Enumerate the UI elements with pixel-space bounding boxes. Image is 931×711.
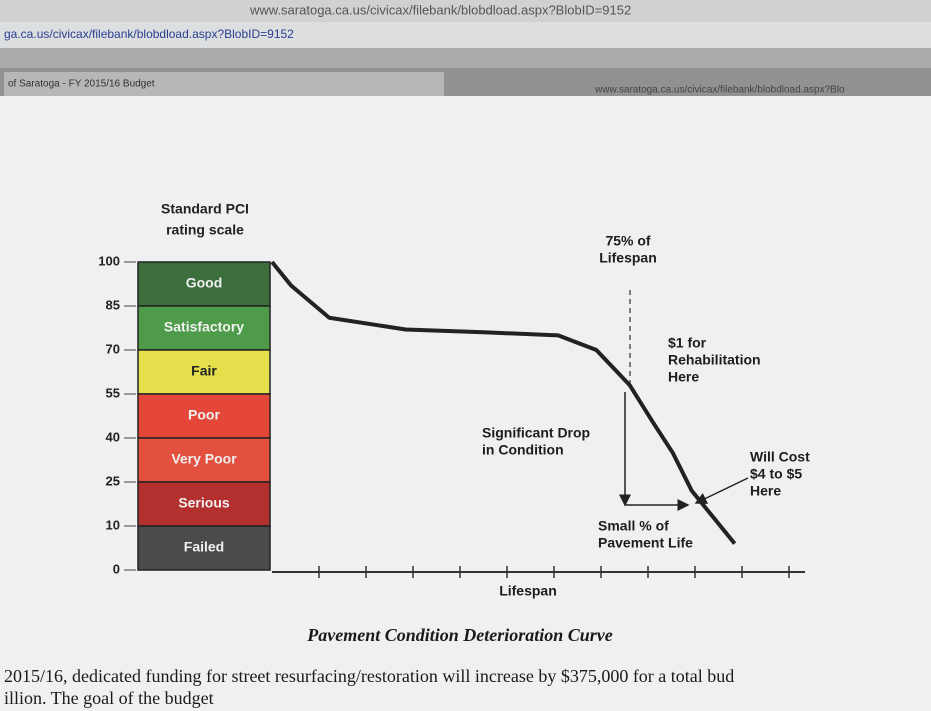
annotation: $4 to $5 [750, 466, 802, 482]
band-label: Fair [191, 363, 217, 379]
caption: Pavement Condition Deterioration Curve [306, 625, 613, 645]
annotation: Pavement Life [598, 535, 693, 551]
bookmarks-bar [0, 48, 931, 68]
annotation: Here [668, 369, 699, 385]
y-title: rating scale [166, 222, 244, 238]
y-tick-label: 40 [106, 429, 120, 444]
y-tick-label: 0 [113, 561, 120, 576]
url-right: www.saratoga.ca.us/civicax/filebank/blob… [594, 85, 845, 96]
band-label: Serious [178, 495, 230, 511]
rating-band [137, 393, 271, 439]
annotation: Lifespan [599, 250, 657, 266]
annotation: Small % of [598, 518, 669, 534]
annotation: Rehabilitation [668, 352, 761, 368]
x-label: Lifespan [499, 583, 557, 599]
rating-band [137, 305, 271, 351]
annotation: 75% of [605, 233, 650, 249]
deterioration-curve [270, 260, 737, 545]
annotation: Significant Drop [482, 425, 590, 441]
y-tick-label: 25 [106, 473, 120, 488]
address-bar [0, 22, 931, 48]
annotation: Here [750, 483, 781, 499]
rating-band [137, 481, 271, 527]
rating-band [137, 261, 271, 307]
cost-arrow [694, 477, 749, 504]
y-tick-label: 10 [106, 517, 120, 532]
annotation: $1 for [668, 335, 707, 351]
rating-band [137, 437, 271, 483]
x-axis-decor [272, 290, 805, 578]
body-text: illion. The goal of the budget [4, 688, 214, 708]
title-bar [0, 0, 931, 22]
y-tick-label: 85 [106, 297, 120, 312]
annotation: Will Cost [750, 449, 810, 465]
y-title: Standard PCI [161, 201, 249, 217]
url-top: www.saratoga.ca.us/civicax/filebank/blob… [249, 2, 631, 17]
annotation: in Condition [482, 442, 564, 458]
y-tick-label: 100 [98, 253, 120, 268]
band-label: Satisfactory [164, 319, 244, 335]
band-label: Good [186, 275, 223, 291]
rating-band [137, 525, 271, 571]
tab-title[interactable]: of Saratoga - FY 2015/16 Budget [8, 79, 155, 90]
band-label: Very Poor [171, 451, 237, 467]
band-label: Poor [188, 407, 220, 423]
y-tick-label: 70 [106, 341, 120, 356]
body-text: 2015/16, dedicated funding for street re… [4, 666, 734, 686]
url[interactable]: ga.ca.us/civicax/filebank/blobdload.aspx… [4, 27, 294, 41]
band-label: Failed [184, 539, 224, 555]
rating-band [137, 349, 271, 395]
tab[interactable] [4, 72, 444, 96]
y-tick-label: 55 [106, 385, 120, 400]
